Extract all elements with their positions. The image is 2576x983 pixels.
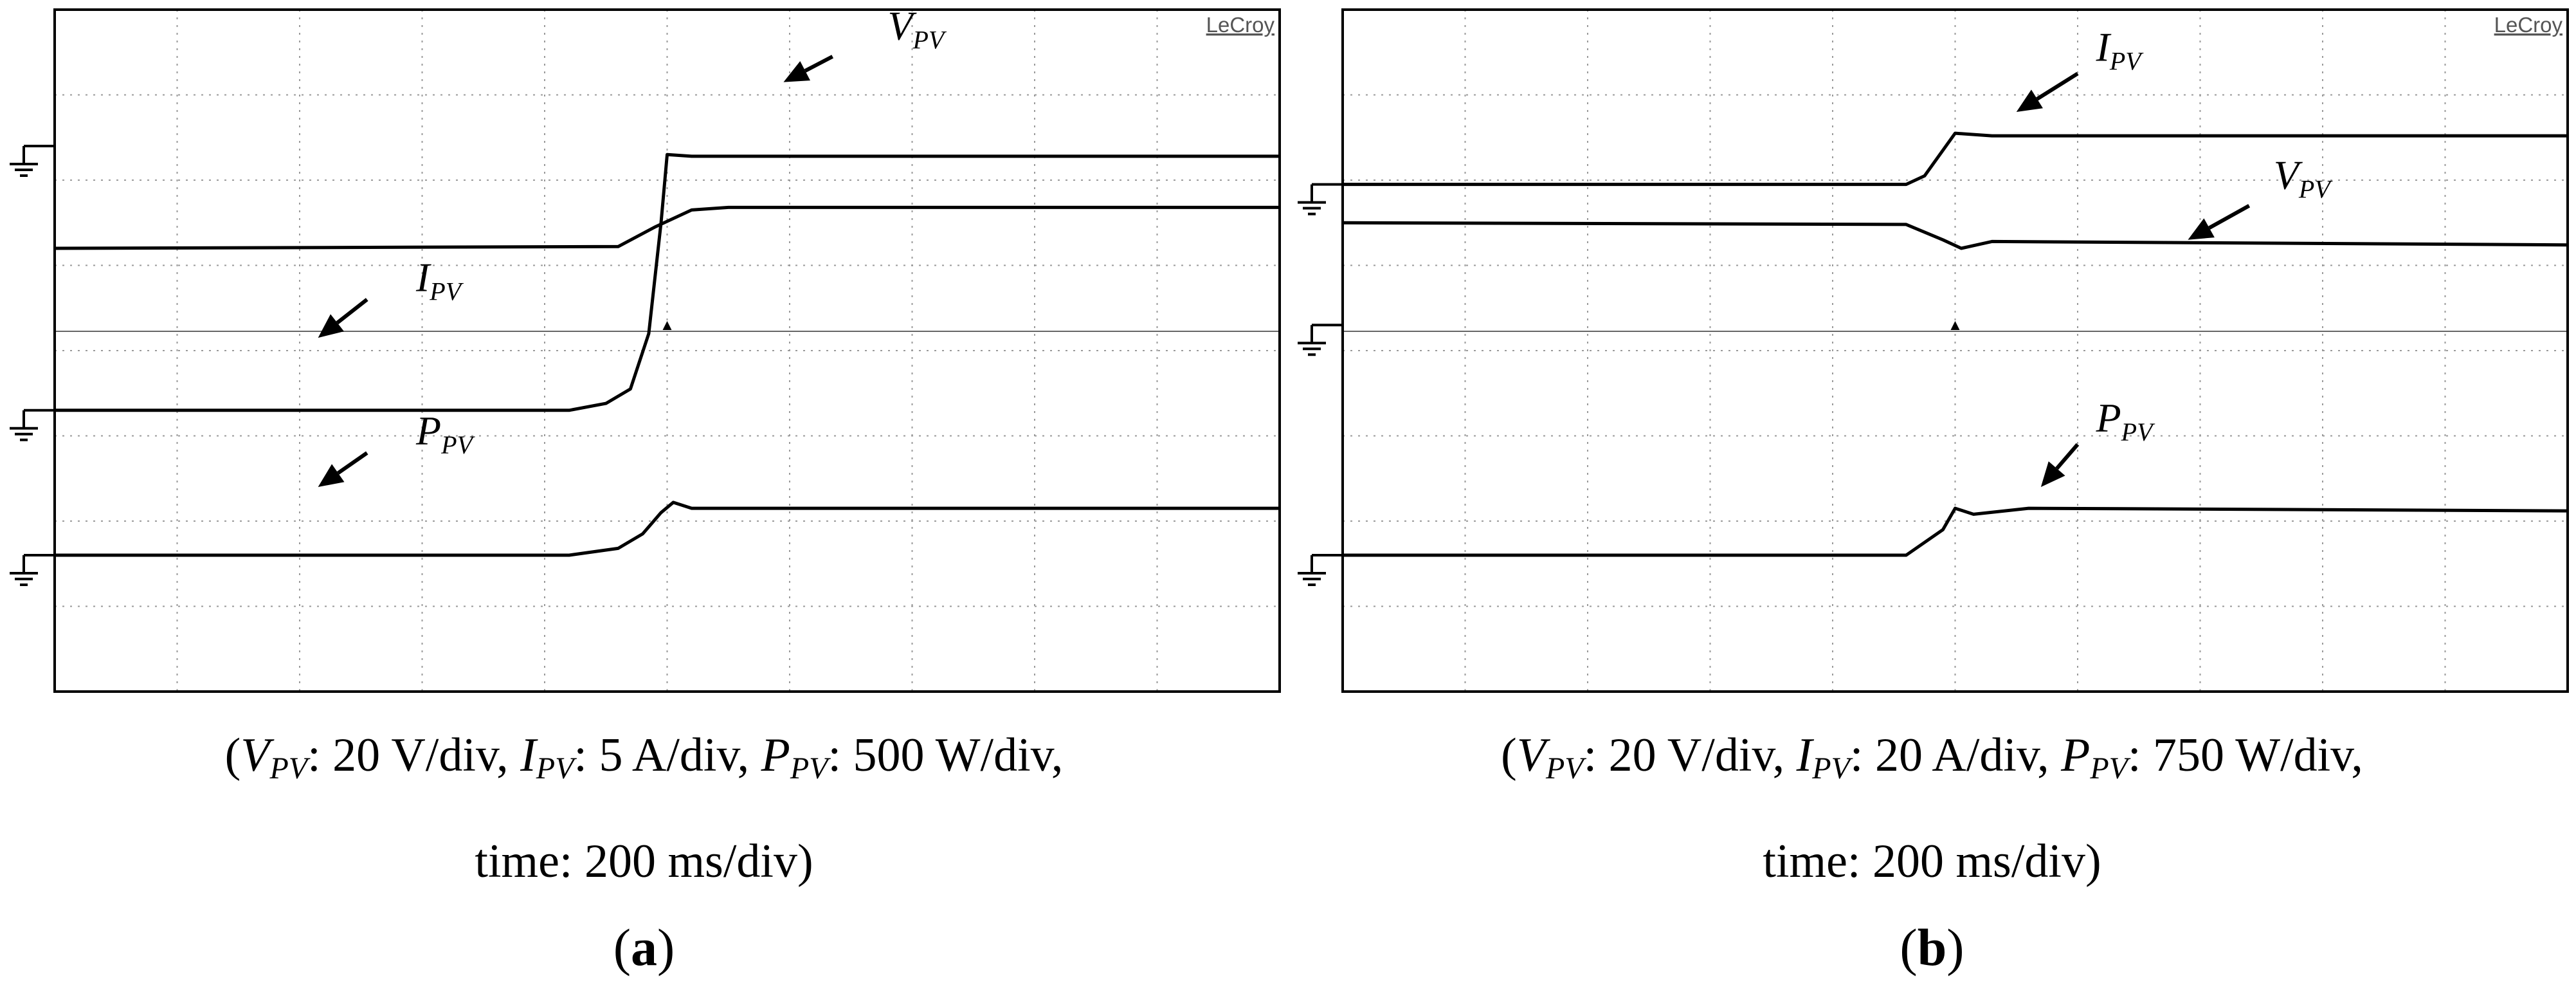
caption-symbol: I bbox=[1796, 729, 1813, 782]
caption-subscript: PV bbox=[1812, 751, 1850, 785]
caption-subscript: PV bbox=[790, 751, 828, 785]
panel-label-b: (b) bbox=[1900, 918, 1964, 977]
caption-scale: : 20 V/div, bbox=[307, 729, 521, 782]
panel-label-letter-a: a bbox=[631, 918, 657, 977]
trace-p-pv-a bbox=[55, 501, 1280, 557]
trace-v-pv-a bbox=[54, 205, 1280, 250]
caption-subscript: PV bbox=[1545, 751, 1584, 785]
caption-scale: : 750 W/div, bbox=[2127, 729, 2363, 782]
scope-a: LeCroy VPV IPV PPV bbox=[10, 3, 1281, 693]
trace-label-v-pv-a: VPV bbox=[887, 3, 947, 54]
brand-label-a: LeCroy bbox=[1206, 13, 1275, 37]
trace-label-p-pv-b: PPV bbox=[2096, 395, 2156, 446]
caption-subscript: PV bbox=[269, 751, 308, 785]
caption-scale: : 20 A/div, bbox=[1849, 729, 2062, 782]
caption-line1-a: (VPV: 20 V/div, IPV: 5 A/div, PPV: 500 W… bbox=[224, 729, 1064, 785]
trace-label-v-pv-b: VPV bbox=[2274, 152, 2334, 203]
caption-subscript: PV bbox=[536, 751, 574, 785]
trace-label-p-pv-a: PPV bbox=[415, 408, 476, 459]
oscilloscope-panel-a: LeCroy VPV IPV PPV (VPV: 20 V/div, IPV: 5 A… bbox=[10, 3, 1281, 977]
grid-b bbox=[1343, 10, 2568, 692]
caption-scale: : 500 W/div, bbox=[828, 729, 1064, 782]
grid-a bbox=[55, 10, 1280, 692]
panel-label-letter-b: b bbox=[1917, 918, 1947, 977]
brand-label-b: LeCroy bbox=[2494, 13, 2563, 37]
caption-symbol: V bbox=[1516, 729, 1546, 782]
ground-marker-i-pv-b bbox=[1298, 183, 1343, 216]
caption-symbol: V bbox=[240, 729, 270, 782]
trace-i-pv-b bbox=[1343, 131, 2568, 187]
trace-i-pv-a bbox=[55, 152, 1280, 412]
caption-line2-a: time: 200 ms/div) bbox=[475, 835, 813, 888]
ground-marker-v-pv-a bbox=[10, 145, 55, 177]
scope-b: LeCroy IPV VPV PPV bbox=[1298, 8, 2569, 693]
oscilloscope-panel-b: LeCroy IPV VPV PPV (VPV: 20 V/div, IPV: 20 … bbox=[1288, 0, 2576, 983]
trigger-marker-b bbox=[1950, 321, 1960, 330]
arrow-v-pv-b bbox=[2188, 204, 2251, 240]
trace-label-i-pv-a: IPV bbox=[415, 254, 464, 306]
arrow-i-pv-a bbox=[318, 298, 368, 338]
caption-scale: : 20 V/div, bbox=[1583, 729, 1797, 782]
scope-frame-a bbox=[53, 8, 1281, 693]
ground-marker-v-pv-b bbox=[1298, 324, 1343, 356]
trace-v-pv-b bbox=[1342, 221, 2568, 250]
arrow-v-pv-a bbox=[783, 55, 834, 82]
arrow-p-pv-b bbox=[2040, 443, 2080, 487]
caption-scale: : 5 A/div, bbox=[574, 729, 761, 782]
arrow-p-pv-a bbox=[318, 451, 368, 487]
trace-label-i-pv-b: IPV bbox=[2096, 24, 2145, 76]
ground-marker-p-pv-b bbox=[1298, 554, 1343, 586]
caption-subscript: PV bbox=[2090, 751, 2128, 785]
caption-symbol: P bbox=[761, 729, 790, 782]
trigger-marker-a bbox=[662, 321, 672, 330]
caption-symbol: I bbox=[520, 729, 536, 782]
scope-frame-b bbox=[1341, 8, 2569, 693]
caption-symbol: P bbox=[2061, 729, 2091, 782]
panel-label-a: (a) bbox=[613, 918, 675, 977]
caption-line1-b: (VPV: 20 V/div, IPV: 20 A/div, PPV: 750 … bbox=[1501, 729, 2363, 785]
trace-p-pv-b bbox=[1343, 506, 2568, 557]
arrow-i-pv-b bbox=[2016, 71, 2079, 112]
ground-marker-p-pv-a bbox=[10, 554, 55, 586]
caption-line2-b: time: 200 ms/div) bbox=[1763, 835, 2101, 888]
ground-marker-i-pv-a bbox=[10, 409, 55, 441]
